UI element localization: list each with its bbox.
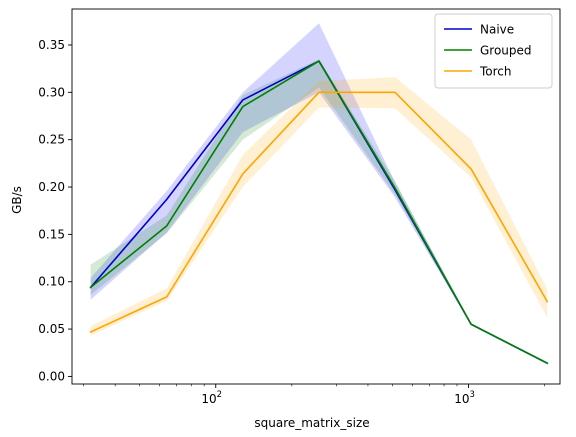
x-tick-label: 102: [201, 390, 222, 406]
y-tick-label: 0.25: [38, 133, 65, 147]
legend: Naive Grouped Torch: [434, 13, 553, 89]
y-tick-label: 0.05: [38, 322, 65, 336]
confidence-bands: [90, 23, 548, 365]
legend-label-grouped: Grouped: [480, 44, 532, 58]
y-tick-label: 0.30: [38, 85, 65, 99]
y-axis-label: GB/s: [10, 186, 24, 214]
plot-frame: [71, 8, 561, 385]
band-grouped: [90, 59, 548, 365]
x-axis-label: square_matrix_size: [254, 416, 369, 430]
band-naive: [90, 23, 548, 365]
y-tick-label: 0.35: [38, 38, 65, 52]
line-torch: [89, 91, 549, 333]
legend-box: [434, 13, 553, 89]
y-tick-label: 0.10: [38, 275, 65, 289]
y-tick-label: 0.15: [38, 227, 65, 241]
axes: 0.00 0.05 0.10 0.15 0.20 0.25 0.30 0.35 102 103: [38, 8, 561, 406]
y-tick-label: 0.20: [38, 180, 65, 194]
band-torch: [90, 77, 548, 336]
x-tick-label: 103: [454, 390, 475, 406]
legend-label-naive: Naive: [480, 23, 514, 37]
series-lines: [89, 60, 549, 365]
y-tick-label: 0.00: [38, 369, 65, 383]
legend-label-torch: Torch: [479, 65, 512, 79]
line-grouped: [89, 60, 549, 365]
